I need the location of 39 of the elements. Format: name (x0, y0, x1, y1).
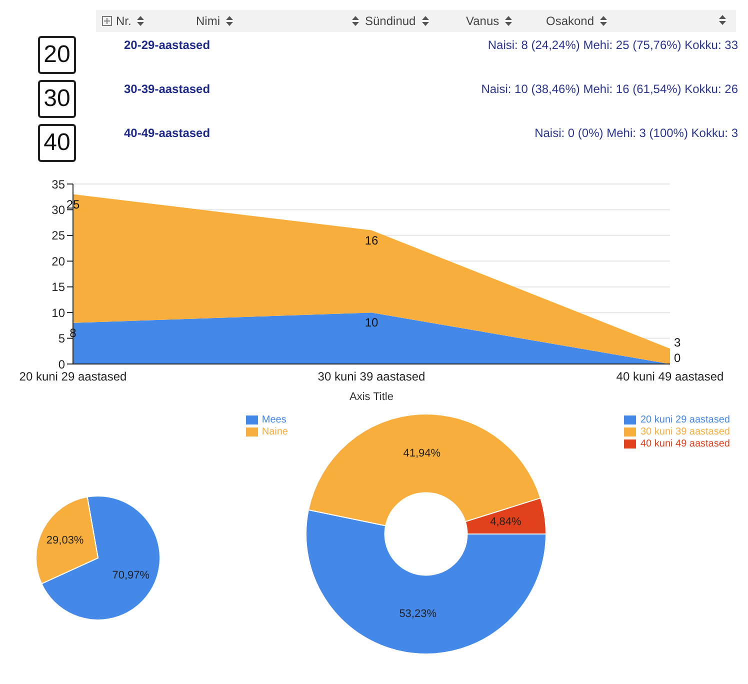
text: Vanus (466, 14, 500, 28)
legend-label: Naine (262, 426, 288, 438)
x-tick-label: 40 kuni 49 aastased (616, 370, 724, 384)
y-tick-label: 20 (52, 254, 66, 268)
text: 40 (38, 124, 76, 162)
data-label: 3 (674, 336, 681, 350)
y-tick-label: 30 (52, 202, 66, 217)
y-tick-label: 25 (52, 228, 66, 243)
text: Naisi: 0 (0%) Mehi: 3 (100%) Kokku: 3 (534, 126, 738, 140)
data-label: 53,23% (399, 608, 437, 620)
data-label: 0 (674, 351, 681, 365)
text: Nr. (116, 14, 132, 28)
y-tick-label: 0 (58, 357, 66, 372)
x-axis-title: Axis Title (349, 391, 394, 403)
y-tick-label: 5 (58, 332, 66, 346)
legend-label: Mees (262, 414, 286, 426)
text: 30-39-aastased (124, 82, 210, 96)
text: 40-49-aastased (124, 126, 210, 140)
text: 20-29-aastased (124, 38, 210, 52)
data-label: 8 (70, 326, 77, 340)
legend-label: 40 kuni 49 aastased (640, 438, 730, 450)
legend-label: 30 kuni 39 aastased (640, 426, 730, 438)
data-label: 10 (364, 316, 378, 330)
y-tick-label: 35 (52, 177, 66, 192)
text: Nimi (196, 14, 221, 28)
text: Naisi: 8 (24,24%) Mehi: 25 (75,76%) Kokku: 33 (486, 38, 738, 52)
data-label: 16 (364, 233, 378, 248)
data-label: 29,03% (46, 534, 84, 547)
data-label: 70,97% (112, 569, 150, 582)
x-tick-label: 20 kuni 29 aastased (19, 370, 127, 384)
legend-label: 20 kuni 29 aastased (640, 414, 730, 426)
data-label: 41,94% (403, 447, 441, 460)
text: Osakond (546, 14, 596, 28)
text: Naisi: 10 (38,46%) Mehi: 16 (61,54%) Kokku: 26 (480, 82, 738, 96)
y-tick-label: 10 (52, 306, 66, 320)
y-tick-label: 15 (52, 280, 66, 294)
data-label: 4,84% (490, 516, 522, 528)
x-tick-label: 30 kuni 39 aastased (318, 370, 426, 384)
text: Sündinud (364, 14, 417, 28)
